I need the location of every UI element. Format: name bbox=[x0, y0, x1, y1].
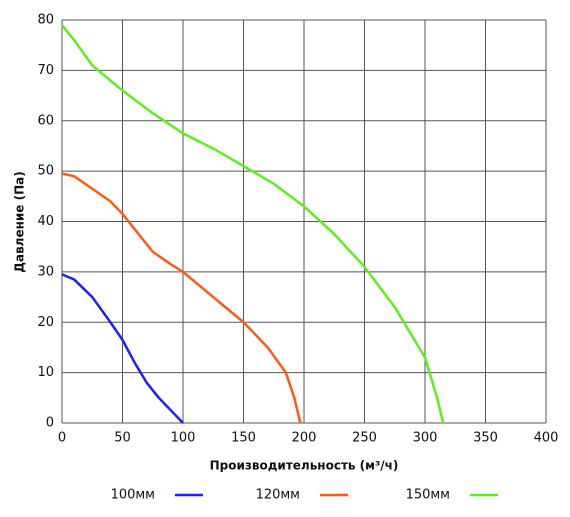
x-tick-label: 200 bbox=[292, 431, 317, 446]
y-tick-label: 80 bbox=[37, 13, 54, 28]
y-tick-label: 0 bbox=[46, 416, 54, 431]
x-tick-label: 350 bbox=[473, 431, 498, 446]
y-tick-label: 50 bbox=[37, 164, 54, 179]
y-tick-label: 70 bbox=[37, 63, 54, 78]
x-tick-label: 150 bbox=[231, 431, 256, 446]
x-tick-label: 400 bbox=[534, 431, 559, 446]
y-tick-label: 60 bbox=[37, 113, 54, 128]
x-tick-label: 250 bbox=[352, 431, 377, 446]
legend-label: 100мм bbox=[111, 488, 155, 503]
legend-label: 150мм bbox=[406, 488, 450, 503]
y-tick-label: 10 bbox=[37, 365, 54, 380]
line-series bbox=[61, 273, 184, 424]
line-series bbox=[61, 172, 302, 424]
x-tick-label: 100 bbox=[171, 431, 196, 446]
y-tick-label: 20 bbox=[37, 315, 54, 330]
x-tick-label: 300 bbox=[413, 431, 438, 446]
line-series bbox=[61, 24, 445, 424]
y-tick-label: 30 bbox=[37, 264, 54, 279]
legend-label: 120мм bbox=[256, 488, 300, 503]
y-axis-title: Давление (Па) bbox=[13, 171, 27, 272]
x-tick-label: 0 bbox=[58, 431, 66, 446]
x-tick-label: 50 bbox=[114, 431, 131, 446]
x-axis-title: Производительность (м³/ч) bbox=[210, 459, 399, 473]
y-tick-label: 40 bbox=[37, 214, 54, 229]
